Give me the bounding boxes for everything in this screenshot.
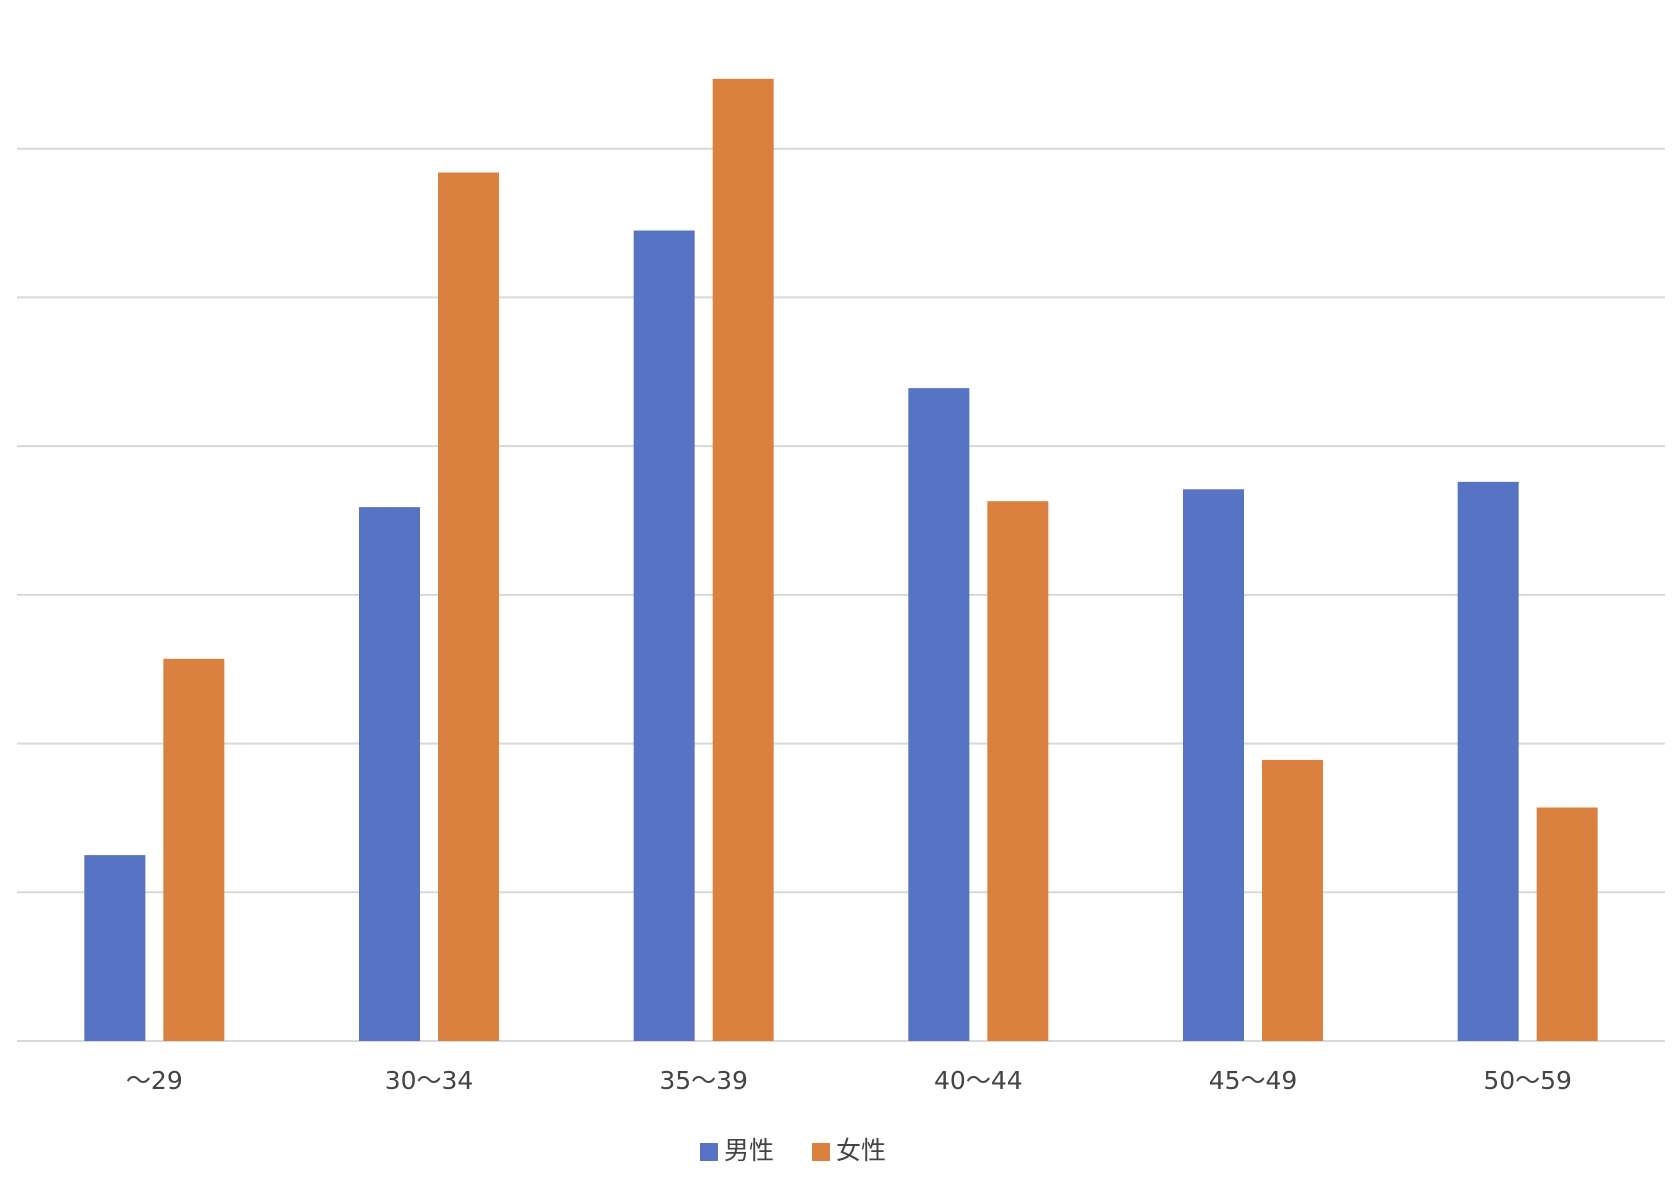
x-tick-label: 40～44: [934, 1066, 1023, 1095]
x-tick-label: ～29: [126, 1066, 183, 1095]
bar: [1457, 481, 1519, 1041]
bar: [1183, 489, 1244, 1041]
bar: [1536, 807, 1598, 1041]
x-tick-label: 35～39: [659, 1066, 748, 1095]
bar: [1262, 759, 1323, 1041]
x-tick-label: 30～34: [385, 1066, 474, 1095]
x-tick-label: 50～59: [1483, 1066, 1572, 1095]
legend-marker: [812, 1143, 830, 1161]
bar: [633, 230, 695, 1041]
bar: [438, 172, 499, 1042]
bar: [359, 507, 420, 1041]
legend-marker: [700, 1143, 718, 1161]
x-tick-label: 45～49: [1209, 1066, 1298, 1095]
bar: [163, 658, 225, 1041]
bar: [987, 501, 1049, 1042]
legend-label: 女性: [836, 1136, 886, 1165]
legend-label: 男性: [724, 1136, 774, 1165]
bar: [712, 78, 774, 1041]
bar: [84, 855, 146, 1041]
bar: [908, 388, 970, 1041]
